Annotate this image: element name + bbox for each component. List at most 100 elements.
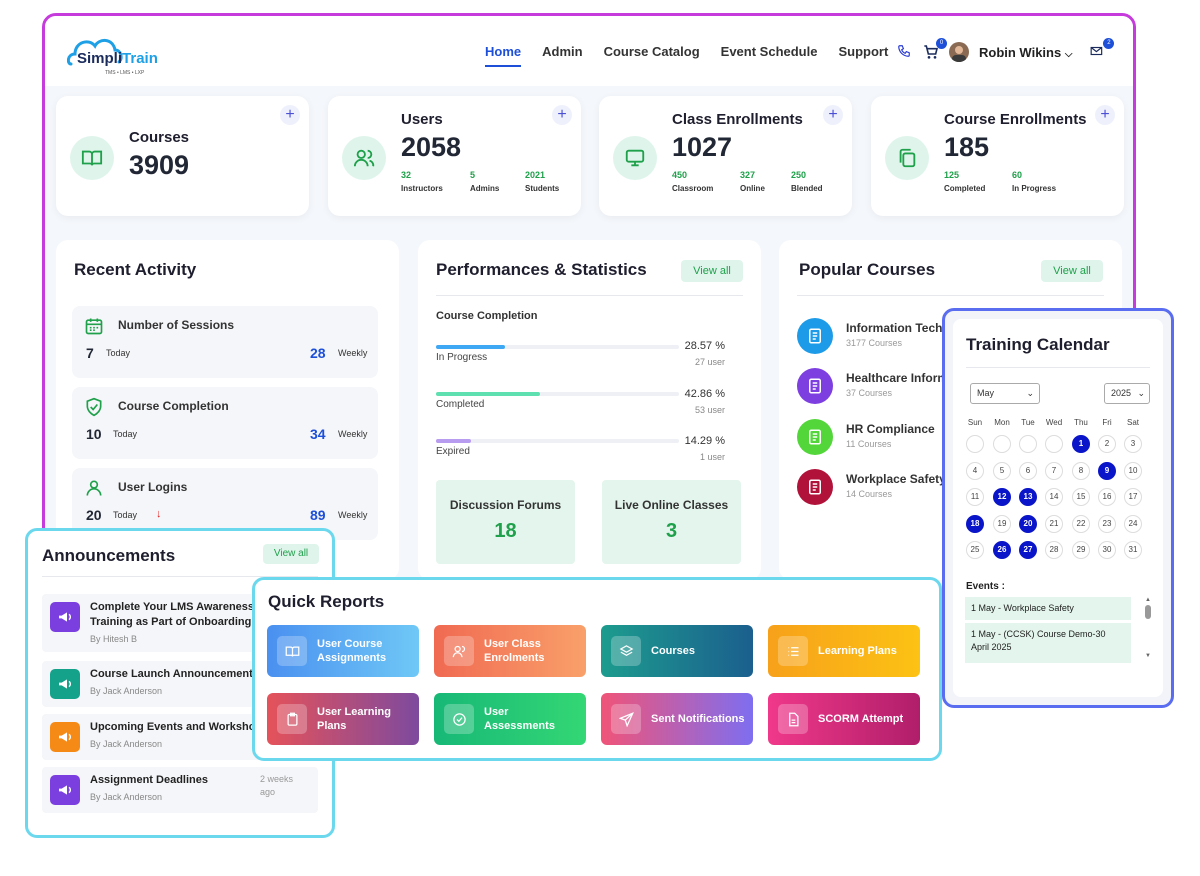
calendar-day[interactable]: 2: [1098, 435, 1116, 453]
calendar-day[interactable]: 18: [966, 514, 984, 533]
calendar-day[interactable]: 15: [1072, 488, 1090, 506]
add-class-enrollment-button[interactable]: +: [823, 105, 843, 125]
event-item[interactable]: 1 May - (CCSK) Course Demo-30 April 2025: [965, 623, 1131, 663]
nav-course-catalog[interactable]: Course Catalog: [603, 44, 700, 59]
activity-today-label: Today: [106, 348, 131, 358]
calendar-day[interactable]: 31: [1124, 541, 1142, 559]
empty-day: [993, 435, 1011, 453]
calendar-day[interactable]: 26: [993, 541, 1011, 559]
event-item[interactable]: 1 May - Workplace Safety: [965, 597, 1131, 620]
calendar-day[interactable]: 25: [966, 541, 984, 559]
report-user-assessments[interactable]: User Assessments: [434, 693, 586, 745]
document-icon: [797, 368, 833, 404]
popular-course-item[interactable]: HR Compliance 11 Courses: [797, 419, 1097, 459]
brand-tagline: TMS • LMS • LXP: [105, 70, 145, 76]
phone-icon[interactable]: [897, 44, 913, 60]
progress-users: 53 user: [694, 405, 725, 415]
performance-view-all-button[interactable]: View all: [681, 260, 743, 282]
calendar-day[interactable]: 23: [1098, 514, 1116, 533]
calendar-day[interactable]: 11: [966, 488, 984, 506]
announcements-view-all-button[interactable]: View all: [263, 544, 319, 564]
report-scorm-attempt[interactable]: SCORM Attempt: [768, 693, 920, 745]
stat-card-users[interactable]: + Users 2058 32 Instructors 5 Admins 2021 S…: [328, 96, 581, 216]
month-select[interactable]: May ⌄: [970, 383, 1040, 404]
calendar-day[interactable]: 27: [1019, 541, 1037, 559]
report-label: User Assessments: [484, 706, 555, 732]
tile-title: Live Online Classes: [614, 498, 729, 512]
calendar-day[interactable]: 8: [1072, 461, 1090, 480]
calendar-day[interactable]: 12: [993, 488, 1011, 506]
calendar-day[interactable]: 29: [1072, 541, 1090, 559]
calendar-day[interactable]: 24: [1124, 514, 1142, 533]
nav-admin[interactable]: Admin: [542, 44, 583, 59]
shield-check-icon: [84, 397, 104, 417]
calendar-day[interactable]: 10: [1124, 461, 1142, 480]
year-select[interactable]: 2025 ⌄: [1104, 383, 1150, 404]
report-user-learning-plans[interactable]: User Learning Plans: [267, 693, 419, 745]
activity-sessions[interactable]: Number of Sessions 7 Today 28 Weekly: [72, 306, 378, 378]
calendar-day[interactable]: 13: [1019, 488, 1037, 506]
events-scrollbar[interactable]: ▲ ▼: [1145, 597, 1151, 659]
calendar-day[interactable]: 20: [1019, 514, 1037, 533]
calendar-title: Training Calendar: [966, 335, 1110, 354]
report-courses[interactable]: Courses: [601, 625, 753, 677]
stat-card-courses[interactable]: + Courses 3909: [56, 96, 309, 216]
training-calendar-card: Training Calendar May ⌄ 2025 ⌄ Sun Mon Tue We…: [942, 308, 1174, 708]
cart-icon[interactable]: 0: [923, 38, 947, 60]
user-name[interactable]: Robin Wikins ⌵: [979, 44, 1073, 60]
add-course-button[interactable]: +: [280, 105, 300, 125]
simplitrain-logo[interactable]: SimpliTrain TMS • LMS • LXP: [67, 30, 158, 78]
calendar-day[interactable]: 1: [1072, 435, 1090, 453]
calendar-day[interactable]: 7: [1045, 461, 1063, 480]
calendar-day[interactable]: 28: [1045, 541, 1063, 559]
report-sent-notifications[interactable]: Sent Notifications: [601, 693, 753, 745]
nav-event-schedule[interactable]: Event Schedule: [720, 44, 818, 59]
report-user-course-assignments[interactable]: User Course Assignments: [267, 625, 419, 677]
file-icon: [778, 704, 808, 734]
announcement-author: By Jack Anderson: [90, 686, 163, 696]
activity-course-completion[interactable]: Course Completion 10 Today 34 Weekly: [72, 387, 378, 459]
course-count: 3177 Courses: [846, 338, 903, 348]
avatar[interactable]: [949, 42, 969, 62]
stat-card-course-enrollments[interactable]: + Course Enrollments 185 125 Completed 60…: [871, 96, 1124, 216]
activity-weekly-value: 28: [310, 345, 326, 361]
popular-view-all-button[interactable]: View all: [1041, 260, 1103, 282]
calendar-day[interactable]: 5: [993, 461, 1011, 480]
activity-weekly-label: Weekly: [338, 348, 368, 358]
popular-course-item[interactable]: Information Techn 3177 Courses: [797, 318, 1097, 358]
calendar-day[interactable]: 17: [1124, 488, 1142, 506]
calendar-day[interactable]: 9: [1098, 461, 1116, 480]
calendar-day[interactable]: 3: [1124, 435, 1142, 453]
popular-course-item[interactable]: Workplace Safety 14 Courses: [797, 469, 1097, 509]
report-user-class-enrolments[interactable]: User Class Enrolments: [434, 625, 586, 677]
activity-title: User Logins: [118, 480, 188, 494]
popular-course-item[interactable]: Healthcare Inform 37 Courses: [797, 368, 1097, 408]
calendar-day[interactable]: 30: [1098, 541, 1116, 559]
announcement-item[interactable]: Assignment Deadlines By Jack Anderson 2 …: [42, 767, 318, 813]
calendar-day[interactable]: 6: [1019, 461, 1037, 480]
chevron-down-icon: ⌄: [1026, 388, 1034, 398]
nav-home[interactable]: Home: [485, 44, 522, 67]
calendar-day[interactable]: 19: [993, 514, 1011, 533]
live-online-classes-tile[interactable]: Live Online Classes 3: [602, 480, 741, 564]
nav-support[interactable]: Support: [838, 44, 889, 59]
top-navbar: SimpliTrain TMS • LMS • LXP Home Admin C…: [45, 16, 1133, 86]
add-user-button[interactable]: +: [552, 105, 572, 125]
progress-percent: 14.29 %: [684, 435, 725, 447]
discussion-forums-tile[interactable]: Discussion Forums 18: [436, 480, 575, 564]
add-course-enrollment-button[interactable]: +: [1095, 105, 1115, 125]
activity-today-label: Today: [113, 510, 138, 520]
calendar-day[interactable]: 4: [966, 461, 984, 480]
chevron-down-icon: ⌵: [1064, 48, 1073, 60]
activity-today-value: 10: [86, 426, 102, 442]
calendar-day[interactable]: 21: [1045, 514, 1063, 533]
calendar-day[interactable]: 14: [1045, 488, 1063, 506]
stat-card-class-enrollments[interactable]: + Class Enrollments 1027 450 Classroom 32…: [599, 96, 852, 216]
mail-icon[interactable]: 2: [1090, 38, 1115, 60]
empty-day: [1045, 435, 1063, 453]
calendar-day[interactable]: 22: [1072, 514, 1090, 533]
stat-title: Course Enrollments: [944, 111, 1087, 128]
panel-title: Popular Courses: [799, 260, 936, 279]
calendar-day[interactable]: 16: [1098, 488, 1116, 506]
report-learning-plans[interactable]: Learning Plans: [768, 625, 920, 677]
